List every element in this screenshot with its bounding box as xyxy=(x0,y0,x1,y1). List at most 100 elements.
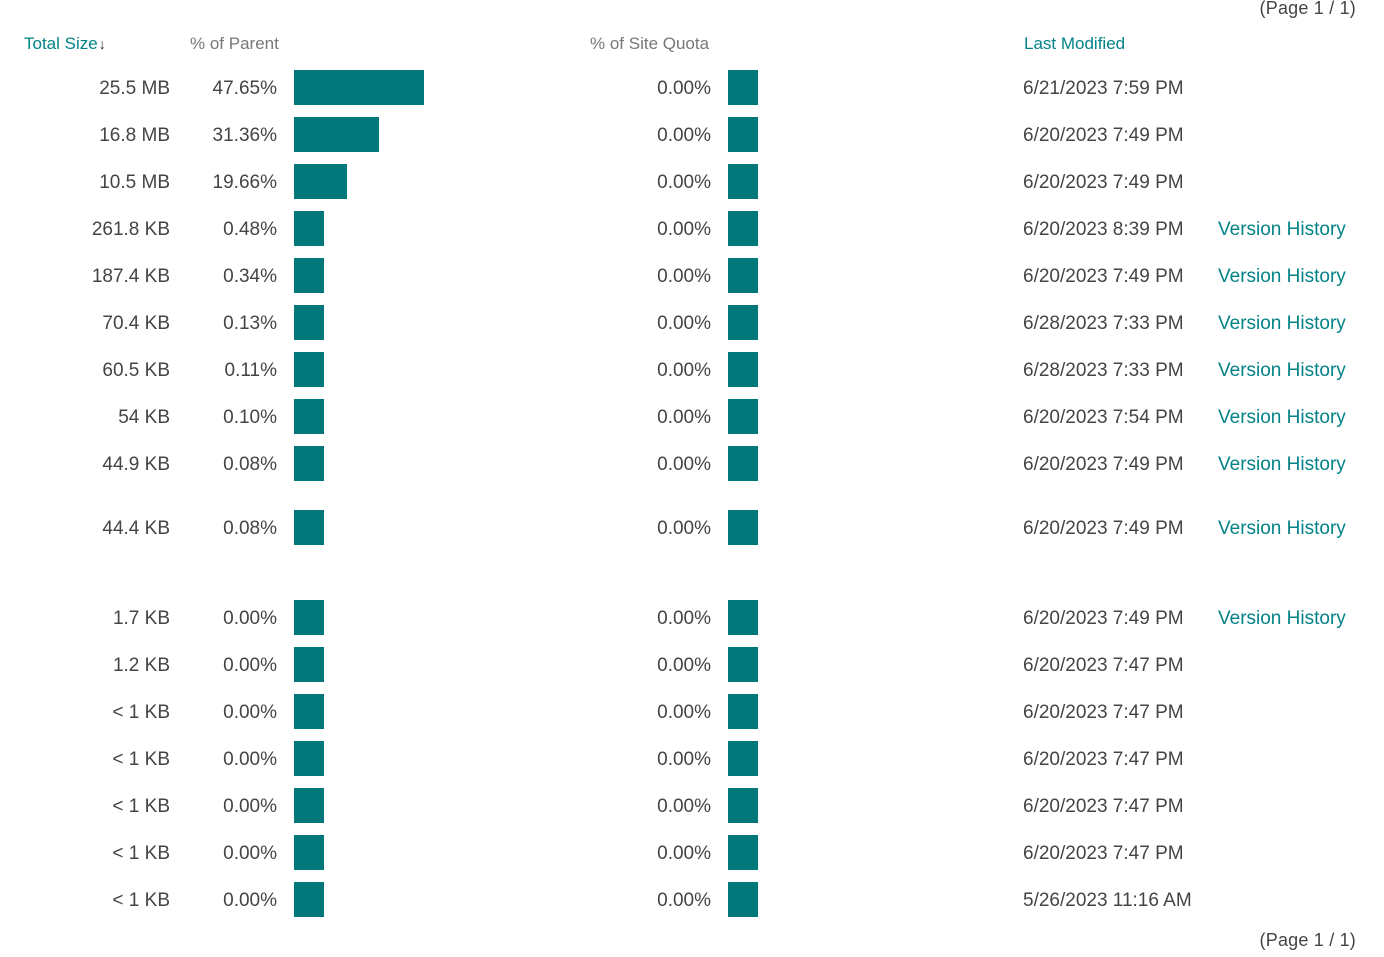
percent-parent-bar xyxy=(294,399,324,434)
column-header-last-modified[interactable]: Last Modified xyxy=(1024,34,1126,53)
percent-parent-cell: 19.66% xyxy=(212,172,277,193)
version-history-link[interactable]: Version History xyxy=(1218,407,1346,428)
column-header-percent-site-quota: % of Site Quota xyxy=(590,34,710,53)
percent-site-quota-bar xyxy=(728,352,758,387)
table-row[interactable]: 44.4 KB 0.08% 0.00% 6/20/2023 7:49 PM Versio… xyxy=(0,510,1384,546)
percent-site-quota-cell: 0.00% xyxy=(657,313,711,334)
table-row[interactable]: 261.8 KB 0.48% 0.00% 6/20/2023 8:39 PM Versi… xyxy=(0,211,1384,247)
percent-site-quota-bar xyxy=(728,211,758,246)
last-modified-cell: 6/20/2023 7:47 PM xyxy=(1023,749,1184,770)
column-header-percent-parent: % of Parent xyxy=(190,34,279,53)
percent-site-quota-cell: 0.00% xyxy=(657,608,711,629)
table-row[interactable]: < 1 KB 0.00% 0.00% 5/26/2023 11:16 AM xyxy=(0,882,1384,918)
version-history-link[interactable]: Version History xyxy=(1218,518,1346,539)
percent-site-quota-bar xyxy=(728,600,758,635)
table-row[interactable]: 187.4 KB 0.34% 0.00% 6/20/2023 7:49 PM Versi… xyxy=(0,258,1384,294)
table-row[interactable]: < 1 KB 0.00% 0.00% 6/20/2023 7:47 PM xyxy=(0,835,1384,871)
percent-site-quota-bar xyxy=(728,70,758,105)
percent-site-quota-cell: 0.00% xyxy=(657,702,711,723)
table-row[interactable]: 70.4 KB 0.13% 0.00% 6/28/2023 7:33 PM Versio… xyxy=(0,305,1384,341)
column-header-total-size-label: Total Size xyxy=(24,34,98,53)
table-row[interactable]: 60.5 KB 0.11% 0.00% 6/28/2023 7:33 PM Versio… xyxy=(0,352,1384,388)
last-modified-cell: 6/20/2023 7:47 PM xyxy=(1023,796,1184,817)
last-modified-cell: 6/20/2023 7:49 PM xyxy=(1023,172,1184,193)
total-size-cell: < 1 KB xyxy=(112,890,170,911)
version-history-link[interactable]: Version History xyxy=(1218,360,1346,381)
table-row[interactable]: < 1 KB 0.00% 0.00% 6/20/2023 7:47 PM xyxy=(0,788,1384,824)
percent-parent-bar xyxy=(294,446,324,481)
percent-parent-cell: 0.00% xyxy=(223,655,277,676)
last-modified-cell: 6/20/2023 7:47 PM xyxy=(1023,655,1184,676)
percent-parent-cell: 0.00% xyxy=(223,796,277,817)
last-modified-cell: 6/28/2023 7:33 PM xyxy=(1023,313,1184,334)
percent-site-quota-bar xyxy=(728,882,758,917)
percent-site-quota-bar xyxy=(728,399,758,434)
sort-descending-icon: ↓ xyxy=(98,36,106,52)
percent-parent-cell: 0.48% xyxy=(223,219,277,240)
percent-site-quota-cell: 0.00% xyxy=(657,843,711,864)
percent-parent-bar xyxy=(294,510,324,545)
percent-site-quota-cell: 0.00% xyxy=(657,518,711,539)
table-row[interactable]: 16.8 MB 31.36% 0.00% 6/20/2023 7:49 PM xyxy=(0,117,1384,153)
last-modified-cell: 6/20/2023 7:54 PM xyxy=(1023,407,1184,428)
total-size-cell: < 1 KB xyxy=(112,749,170,770)
percent-parent-bar xyxy=(294,211,324,246)
percent-site-quota-bar xyxy=(728,305,758,340)
total-size-cell: 44.4 KB xyxy=(102,518,170,539)
percent-parent-cell: 47.65% xyxy=(212,78,277,99)
table-row[interactable]: < 1 KB 0.00% 0.00% 6/20/2023 7:47 PM xyxy=(0,694,1384,730)
total-size-cell: 25.5 MB xyxy=(99,78,170,99)
percent-parent-bar xyxy=(294,117,379,152)
total-size-cell: 60.5 KB xyxy=(102,360,170,381)
percent-site-quota-bar xyxy=(728,788,758,823)
last-modified-cell: 6/20/2023 7:49 PM xyxy=(1023,125,1184,146)
last-modified-cell: 6/28/2023 7:33 PM xyxy=(1023,360,1184,381)
version-history-link[interactable]: Version History xyxy=(1218,608,1346,629)
last-modified-cell: 6/20/2023 7:47 PM xyxy=(1023,702,1184,723)
table-row[interactable]: 44.9 KB 0.08% 0.00% 6/20/2023 7:49 PM Versio… xyxy=(0,446,1384,482)
version-history-link[interactable]: Version History xyxy=(1218,454,1346,475)
percent-site-quota-cell: 0.00% xyxy=(657,454,711,475)
total-size-cell: 1.7 KB xyxy=(112,608,170,629)
table-row[interactable]: 1.2 KB 0.00% 0.00% 6/20/2023 7:47 PM xyxy=(0,647,1384,683)
table-row[interactable]: 54 KB 0.10% 0.00% 6/20/2023 7:54 PM Version … xyxy=(0,399,1384,435)
total-size-cell: < 1 KB xyxy=(112,702,170,723)
total-size-cell: 187.4 KB xyxy=(91,266,170,287)
percent-parent-bar xyxy=(294,70,424,105)
percent-site-quota-cell: 0.00% xyxy=(657,890,711,911)
pager-top: (Page 1 / 1) xyxy=(1259,0,1356,18)
percent-parent-cell: 0.00% xyxy=(223,702,277,723)
total-size-cell: 261.8 KB xyxy=(91,219,170,240)
percent-parent-cell: 0.00% xyxy=(223,890,277,911)
pager-bottom: (Page 1 / 1) xyxy=(1259,930,1356,950)
last-modified-cell: 6/20/2023 7:49 PM xyxy=(1023,454,1184,475)
version-history-link[interactable]: Version History xyxy=(1218,313,1346,334)
column-header-total-size[interactable]: Total Size↓ xyxy=(24,34,106,54)
table-row[interactable]: 1.7 KB 0.00% 0.00% 6/20/2023 7:49 PM Version… xyxy=(0,600,1384,636)
percent-parent-cell: 0.00% xyxy=(223,843,277,864)
version-history-link[interactable]: Version History xyxy=(1218,219,1346,240)
table-row[interactable]: 10.5 MB 19.66% 0.00% 6/20/2023 7:49 PM xyxy=(0,164,1384,200)
percent-parent-bar xyxy=(294,258,324,293)
percent-parent-bar xyxy=(294,647,324,682)
percent-site-quota-cell: 0.00% xyxy=(657,219,711,240)
percent-parent-bar xyxy=(294,741,324,776)
percent-parent-bar xyxy=(294,788,324,823)
total-size-cell: < 1 KB xyxy=(112,843,170,864)
version-history-link[interactable]: Version History xyxy=(1218,266,1346,287)
table-row[interactable]: 25.5 MB 47.65% 0.00% 6/21/2023 7:59 PM xyxy=(0,70,1384,106)
percent-parent-bar xyxy=(294,600,324,635)
percent-site-quota-cell: 0.00% xyxy=(657,655,711,676)
table-row[interactable]: < 1 KB 0.00% 0.00% 6/20/2023 7:47 PM xyxy=(0,741,1384,777)
percent-site-quota-cell: 0.00% xyxy=(657,172,711,193)
percent-parent-cell: 0.11% xyxy=(224,360,277,381)
percent-site-quota-cell: 0.00% xyxy=(657,407,711,428)
total-size-cell: 54 KB xyxy=(118,407,170,428)
percent-site-quota-bar xyxy=(728,647,758,682)
last-modified-cell: 6/20/2023 7:49 PM xyxy=(1023,266,1184,287)
total-size-cell: 44.9 KB xyxy=(102,454,170,475)
last-modified-cell: 6/20/2023 8:39 PM xyxy=(1023,219,1184,240)
percent-site-quota-cell: 0.00% xyxy=(657,749,711,770)
percent-parent-cell: 0.34% xyxy=(223,266,277,287)
last-modified-cell: 6/20/2023 7:49 PM xyxy=(1023,518,1184,539)
